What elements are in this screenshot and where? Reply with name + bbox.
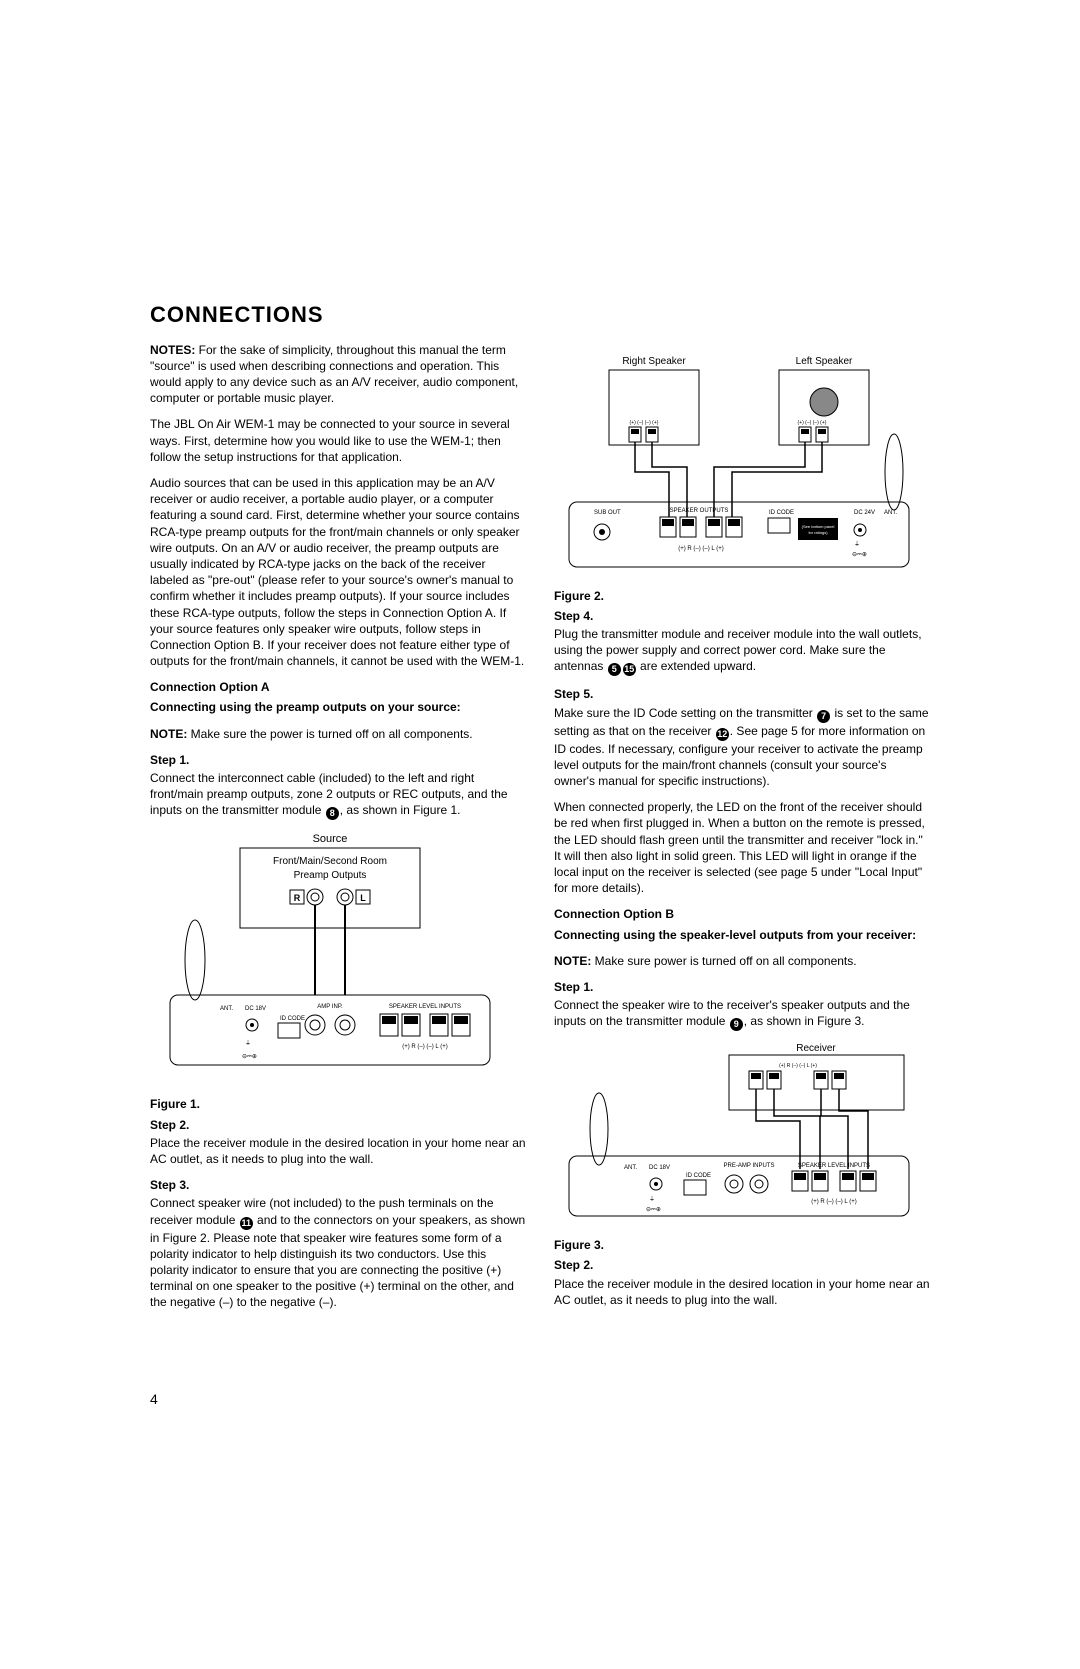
note-a-text: Make sure the power is turned off on all… bbox=[187, 727, 472, 741]
page-title: CONNECTIONS bbox=[150, 300, 930, 330]
para-2: The JBL On Air WEM-1 may be connected to… bbox=[150, 416, 526, 465]
notes-para: NOTES: For the sake of simplicity, throu… bbox=[150, 342, 526, 407]
svg-text:Receiver: Receiver bbox=[796, 1043, 836, 1054]
svg-text:⏚: ⏚ bbox=[854, 541, 860, 548]
note-a: NOTE: Make sure the power is turned off … bbox=[150, 726, 526, 742]
svg-text:DC 24V: DC 24V bbox=[854, 510, 875, 516]
svg-text:Front/Main/Second Room: Front/Main/Second Room bbox=[273, 856, 387, 867]
left-column: NOTES: For the sake of simplicity, throu… bbox=[150, 342, 526, 1321]
step3-label: Step 3. bbox=[150, 1177, 526, 1193]
svg-text:ANT.: ANT. bbox=[624, 1165, 637, 1171]
para-3: Audio sources that can be used in this a… bbox=[150, 475, 526, 669]
svg-text:⏚: ⏚ bbox=[245, 1040, 251, 1047]
svg-text:ID CODE: ID CODE bbox=[280, 1016, 305, 1022]
page-number: 4 bbox=[150, 1390, 158, 1409]
step4-text: Plug the transmitter module and receiver… bbox=[554, 626, 930, 676]
option-a-heading: Connection Option A bbox=[150, 679, 526, 695]
svg-text:ID CODE: ID CODE bbox=[686, 1173, 711, 1179]
svg-text:PRE-AMP INPUTS: PRE-AMP INPUTS bbox=[724, 1163, 775, 1169]
figure-2: Right Speaker Left Speaker (+) (–) (–) (… bbox=[554, 352, 930, 582]
svg-text:DC 18V: DC 18V bbox=[245, 1006, 266, 1012]
option-b-sub: Connecting using the speaker-level outpu… bbox=[554, 927, 930, 943]
notes-text: For the sake of simplicity, throughout t… bbox=[150, 343, 518, 406]
led-para: When connected properly, the LED on the … bbox=[554, 799, 930, 896]
figure-1: Source Front/Main/Second Room Preamp Out… bbox=[150, 830, 526, 1090]
svg-text:(+) (–) (–) (: (+) (–) (–) (+) bbox=[798, 420, 827, 426]
step3-text: Connect speaker wire (not included) to t… bbox=[150, 1195, 526, 1310]
option-b-heading: Connection Option B bbox=[554, 906, 930, 922]
svg-text:SUB OUT: SUB OUT bbox=[594, 510, 621, 516]
notes-label: NOTES: bbox=[150, 343, 195, 357]
step2b-label: Step 2. bbox=[554, 1257, 930, 1273]
svg-text:DC 18V: DC 18V bbox=[649, 1165, 670, 1171]
ref-15-icon: 15 bbox=[623, 663, 636, 676]
svg-text:Right Speaker: Right Speaker bbox=[622, 356, 686, 367]
step5-label: Step 5. bbox=[554, 686, 930, 702]
ref-11-icon: 11 bbox=[240, 1217, 253, 1230]
svg-text:(+) R (–) (–): (+) R (–) (–) L (+) bbox=[779, 1063, 817, 1069]
svg-text:⏚: ⏚ bbox=[649, 1196, 655, 1203]
step1b-label: Step 1. bbox=[554, 979, 930, 995]
fig1-label: Figure 1. bbox=[150, 1096, 526, 1112]
svg-text:ANT.: ANT. bbox=[220, 1006, 233, 1012]
svg-text:SPEAKER LEVEL INPUTS: SPEAKER LEVEL INPUTS bbox=[798, 1163, 870, 1169]
svg-text:Left Speaker: Left Speaker bbox=[796, 356, 853, 367]
right-column: Right Speaker Left Speaker (+) (–) (–) (… bbox=[554, 342, 930, 1321]
step1b-text: Connect the speaker wire to the receiver… bbox=[554, 997, 930, 1031]
note-b: NOTE: Make sure power is turned off on a… bbox=[554, 953, 930, 969]
step2-text: Place the receiver module in the desired… bbox=[150, 1135, 526, 1167]
svg-text:(+) R (–) (–) L: (+) R (–) (–) L (+) bbox=[402, 1044, 447, 1050]
svg-text:(+) R (–) (–) L: (+) R (–) (–) L (+) bbox=[678, 546, 723, 552]
note-label: NOTE: bbox=[150, 727, 187, 741]
svg-text:for ratings): for ratings) bbox=[808, 530, 828, 535]
svg-text:⊖⎓⊕: ⊖⎓⊕ bbox=[646, 1207, 661, 1213]
option-a-sub: Connecting using the preamp outputs on y… bbox=[150, 699, 526, 715]
figure-3: Receiver (+) R (–) (–) L (+) bbox=[554, 1041, 930, 1231]
svg-text:L: L bbox=[360, 893, 366, 903]
svg-text:R: R bbox=[294, 893, 301, 903]
svg-text:⊖⎓⊕: ⊖⎓⊕ bbox=[852, 552, 867, 558]
svg-text:(+) R (–) (–) L: (+) R (–) (–) L (+) bbox=[811, 1199, 856, 1205]
svg-text:AMP INP.: AMP INP. bbox=[317, 1004, 343, 1010]
fig1-source-label: Source bbox=[313, 833, 348, 845]
svg-text:ID CODE: ID CODE bbox=[769, 510, 794, 516]
svg-text:SPEAKER OUTPUTS: SPEAKER OUTPUTS bbox=[670, 508, 729, 514]
ref-5-icon: 5 bbox=[608, 663, 621, 676]
ref-7-icon: 7 bbox=[817, 710, 830, 723]
fig2-label: Figure 2. bbox=[554, 588, 930, 604]
svg-text:(See bottom panel: (See bottom panel bbox=[802, 524, 835, 529]
ref-9-icon: 9 bbox=[730, 1018, 743, 1031]
ref-8-icon: 8 bbox=[326, 807, 339, 820]
step2b-text: Place the receiver module in the desired… bbox=[554, 1276, 930, 1308]
step4-label: Step 4. bbox=[554, 608, 930, 624]
step5-text: Make sure the ID Code setting on the tra… bbox=[554, 705, 930, 790]
svg-text:SPEAKER LEVEL INPUTS: SPEAKER LEVEL INPUTS bbox=[389, 1004, 461, 1010]
ref-12-icon: 12 bbox=[716, 728, 729, 741]
fig3-label: Figure 3. bbox=[554, 1237, 930, 1253]
step1-label: Step 1. bbox=[150, 752, 526, 768]
svg-text:⊖⎓⊕: ⊖⎓⊕ bbox=[242, 1054, 257, 1060]
svg-text:(+) (–) (–) (: (+) (–) (–) (+) bbox=[630, 420, 659, 426]
svg-text:Preamp Outputs: Preamp Outputs bbox=[294, 870, 367, 881]
step2-label: Step 2. bbox=[150, 1117, 526, 1133]
svg-text:ANT.: ANT. bbox=[884, 510, 897, 516]
step1-text: Connect the interconnect cable (included… bbox=[150, 770, 526, 820]
